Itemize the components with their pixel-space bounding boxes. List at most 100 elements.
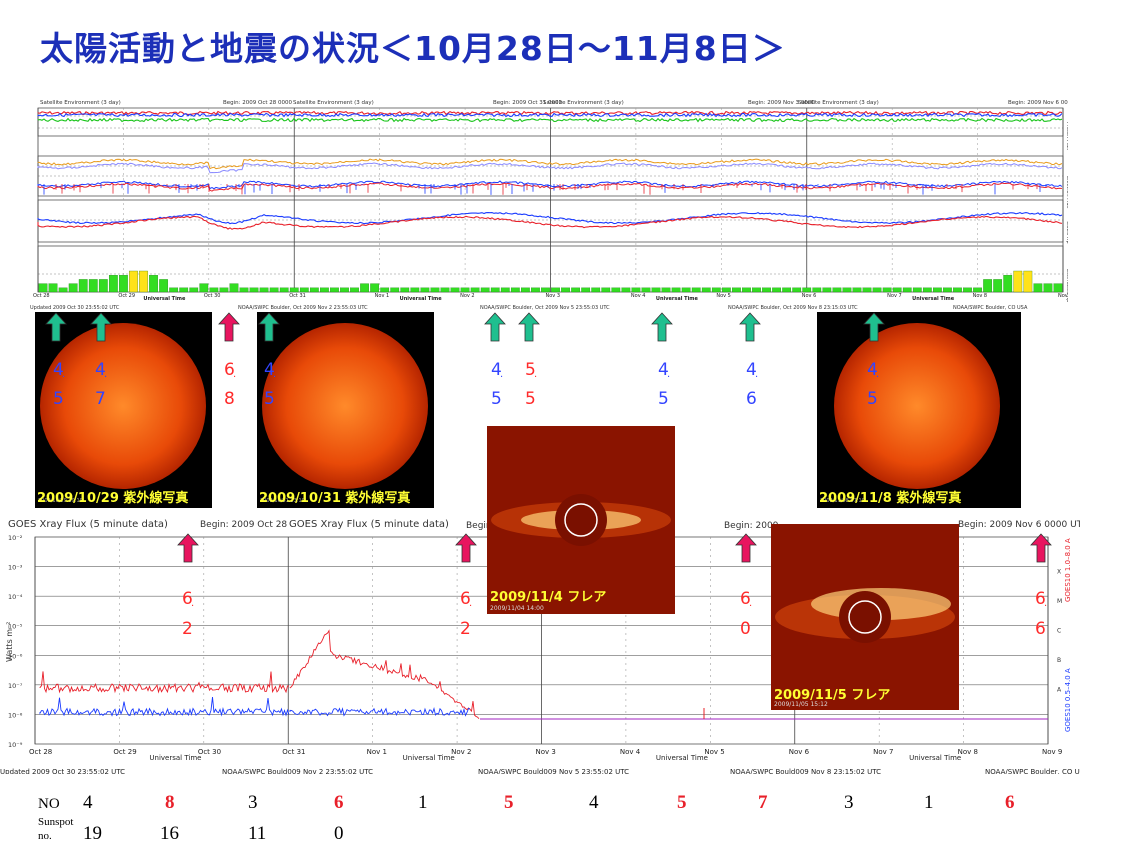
kp-bar	[1053, 283, 1063, 293]
kp-bar	[269, 287, 279, 293]
no-value: 8	[165, 792, 175, 813]
universal-time-label: Universal Time	[143, 296, 186, 302]
number-top: 4	[658, 360, 669, 380]
no-values-row: 4 8 3 6 1 5 4 5 7 3 1 6	[0, 792, 1136, 816]
kp-bar	[912, 287, 922, 293]
xray-day-label: Nov 5	[704, 748, 724, 756]
day-label: Nov 7	[887, 293, 902, 299]
kp-bar	[48, 283, 58, 293]
number-sep: .	[1044, 598, 1047, 609]
segment-begin: Begin: 2009 Nov 6 0000 UTC	[1008, 100, 1068, 106]
sunspot-value: 19	[83, 823, 102, 844]
kp-bar	[531, 287, 540, 293]
mid-number: 4.6	[746, 360, 758, 409]
panel-right-label: GOES Hp	[1065, 221, 1068, 244]
day-label: Nov 6	[802, 293, 817, 299]
kp-bar	[782, 287, 792, 293]
top-frames: Proton Flux Electron Flux GOES Hp Estimated…	[37, 107, 1068, 302]
photo-small-text: 2009/10/31 13:19	[260, 498, 305, 504]
mid-number: 4.5	[658, 360, 670, 409]
kp-bar	[420, 287, 430, 293]
xray-ut-label: Universal Time	[403, 754, 455, 762]
xray-day-label: Nov 9	[1042, 748, 1062, 756]
kp-bar	[340, 287, 349, 293]
xray-number: 6.0	[740, 589, 752, 639]
kp-bar	[380, 287, 390, 293]
electron-line	[37, 182, 1063, 192]
xray-footer: NOAA/SWPC Bould009 Nov 2 23:55:02 UTC	[222, 768, 373, 774]
number-sep: .	[667, 369, 670, 380]
arrow-pink-icon	[177, 533, 199, 563]
arrow-pink-icon	[1030, 533, 1052, 563]
number-bottom: 5	[525, 389, 536, 409]
number-sep: .	[749, 598, 752, 609]
electron-line	[37, 162, 1063, 174]
kp-bar	[983, 279, 993, 293]
proton-line	[37, 110, 1063, 116]
no-value: 4	[83, 792, 93, 813]
kp-bar	[360, 283, 369, 293]
hp-line	[37, 215, 1063, 230]
no-value: 5	[504, 792, 514, 813]
arrow-green-icon	[484, 312, 506, 342]
arrow-green-icon	[258, 312, 280, 342]
no-label: NO	[38, 796, 60, 812]
kp-bar	[842, 287, 852, 293]
kp-bar	[732, 287, 741, 293]
kp-bar	[832, 287, 842, 293]
kp-bar	[711, 287, 721, 293]
sunspot-value: 16	[160, 823, 179, 844]
kp-bar	[973, 287, 982, 293]
kp-bars	[38, 270, 1063, 293]
kp-bar	[119, 275, 128, 293]
top-footers: Updated 2009 Oct 30 23:55:02 UTC NOAA/SWP…	[30, 305, 1028, 311]
photo-caption-1108: 2009/11/8 紫外線写真	[819, 491, 962, 506]
kp-bar	[772, 287, 781, 293]
xray-begin: Begin: 2009 Nov 6 0000 UTC	[958, 520, 1080, 530]
xray-day-label: Oct 31	[282, 748, 305, 756]
photo-small-text: 2009/11/05 15:12	[774, 701, 828, 708]
kp-bar	[541, 287, 550, 293]
xray-line	[39, 671, 290, 694]
arrow-pink-icon	[455, 533, 477, 563]
kp-bar	[330, 287, 339, 293]
kp-bar	[661, 287, 671, 293]
arrow-pink-icon	[218, 312, 240, 342]
page-title: 太陽活動と地震の状況＜10月28日～11月8日＞	[40, 29, 786, 68]
xray-lines	[39, 629, 1048, 720]
top-footer: NOAA/SWPC Boulder, Oct 2009 Nov 2 23:55:…	[238, 305, 368, 311]
kp-bar	[892, 287, 902, 293]
segment-header: Satellite Environment (3 day)	[40, 100, 121, 106]
kp-bar	[149, 275, 158, 293]
goes-hp-series	[37, 211, 1063, 230]
kp-bar	[752, 287, 761, 293]
kp-bar	[953, 287, 962, 293]
xray-ut-label: Universal Time	[909, 754, 961, 762]
xray-y-tick: 10⁻⁵	[8, 623, 23, 631]
day-label: Nov 5	[716, 293, 731, 299]
sun-photo-1031: 2009/10/31 13:19	[257, 312, 434, 508]
xray-y-tick: 10⁻⁸	[8, 711, 23, 719]
number-top: 6	[460, 589, 471, 609]
kp-bar	[350, 287, 359, 293]
sunspot-value: 11	[248, 823, 267, 844]
kp-bar	[721, 287, 731, 293]
electron-line	[37, 158, 1063, 170]
sun-photo-1108: 2009/11/08 07:19	[817, 312, 1021, 508]
number-bottom: 5	[867, 389, 878, 409]
mid-number: 5.5	[525, 360, 537, 409]
xray-day-label: Oct 30	[198, 748, 221, 756]
kp-bar	[601, 287, 611, 293]
top-footer: NOAA/SWPC Boulder, Oct 2009 Nov 5 23:55:…	[480, 305, 610, 311]
top-day-labels: Oct 28 Oct 29 Oct 30 Oct 31 Nov 1 Nov 2 Nov 3 N…	[33, 293, 1068, 302]
xray-day-label: Nov 8	[958, 748, 978, 756]
kp-bar	[561, 287, 570, 293]
sunspot-label-line1: Sunspot	[38, 816, 74, 828]
kp-bar	[943, 287, 952, 293]
kp-bar	[400, 287, 410, 293]
number-top: 6	[224, 360, 235, 380]
kp-bar	[490, 287, 500, 293]
kp-bar	[872, 287, 882, 293]
kp-bar	[812, 287, 822, 293]
number-sep: .	[534, 369, 537, 380]
